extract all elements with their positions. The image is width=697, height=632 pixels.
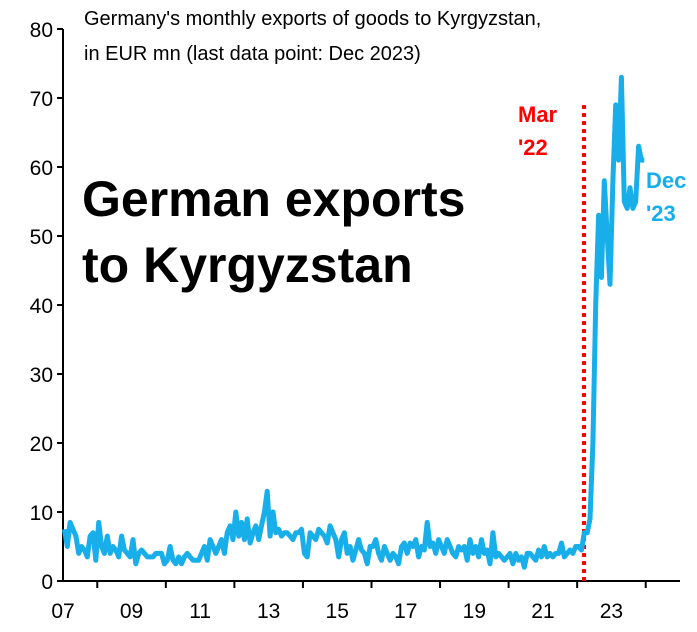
y-tick-label: 60 xyxy=(30,157,53,180)
y-tick-label: 0 xyxy=(41,571,53,594)
y-tick-label: 50 xyxy=(30,226,53,249)
headline-line-2: to Kyrgyzstan xyxy=(82,237,413,293)
x-tick-label: 21 xyxy=(531,600,554,623)
x-tick-label: 11 xyxy=(189,600,211,623)
annotation-dec-23-line-1: Dec xyxy=(646,168,687,193)
y-tick-label: 80 xyxy=(30,19,53,42)
annotation-mar-22: Mar '22 xyxy=(518,98,557,164)
annotation-dec-23: Dec '23 xyxy=(646,164,686,230)
x-tick-label: 09 xyxy=(120,600,143,623)
headline-line-1: German exports xyxy=(82,171,466,227)
chart-title-line-1: Germany's monthly exports of goods to Ky… xyxy=(84,8,542,30)
x-tick-label: 15 xyxy=(326,600,349,623)
annotation-mar-22-line-2: '22 xyxy=(518,135,548,160)
y-tick-label: 30 xyxy=(30,364,53,387)
x-tick-label: 19 xyxy=(463,600,486,623)
chart-title-line-2: in EUR mn (last data point: Dec 2023) xyxy=(84,43,421,65)
x-tick-label: 07 xyxy=(51,600,74,623)
series-line-exports xyxy=(61,74,645,570)
y-tick-label: 40 xyxy=(30,295,53,318)
y-tick-label: 70 xyxy=(30,88,53,111)
x-tick-label: 23 xyxy=(600,600,623,623)
annotation-dec-23-line-2: '23 xyxy=(646,201,676,226)
x-tick-label: 17 xyxy=(394,600,417,623)
x-tick-label: 13 xyxy=(257,600,280,623)
y-tick-label: 10 xyxy=(30,502,53,525)
y-tick-label: 20 xyxy=(30,433,53,456)
annotation-mar-22-line-1: Mar xyxy=(518,102,558,127)
